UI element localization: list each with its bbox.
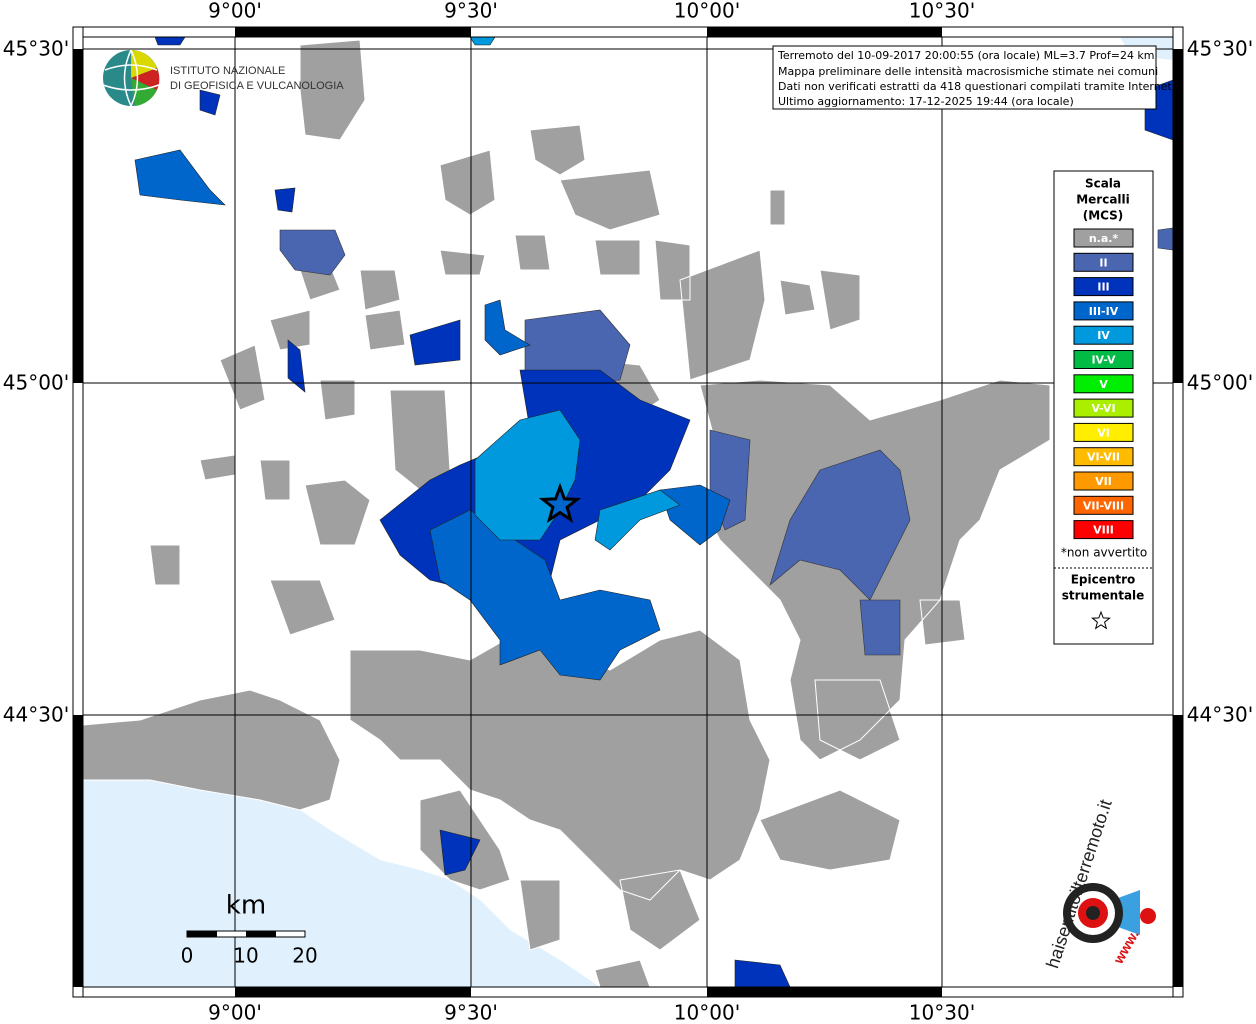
brand-question [1140, 908, 1156, 924]
legend-swatch [1073, 471, 1134, 491]
legend-title-line: (MCS) [1083, 209, 1124, 223]
comuni-intensity-2 [279, 227, 1174, 656]
legend-label: VI [1097, 426, 1110, 439]
legend-label: III-IV [1089, 305, 1119, 318]
legend-star [1091, 610, 1111, 630]
info-line: Dati non verificati estratti da 418 ques… [778, 80, 1175, 93]
scale-label: 0 [181, 944, 194, 968]
lon-label: 10°30' [909, 1001, 975, 1024]
frame-segment [1173, 715, 1183, 987]
logo-meridians [102, 49, 160, 107]
legend-label: IV-V [1091, 354, 1116, 367]
legend-swatch [1073, 374, 1134, 394]
info-line: Mappa preliminare delle intensità macros… [778, 65, 1158, 78]
legend-swatch [1073, 325, 1134, 345]
frame-segment [73, 715, 83, 987]
frame-segment [235, 27, 471, 37]
lon-label: 9°30' [444, 1001, 498, 1024]
frame-segment [1173, 49, 1183, 383]
legend-label: n.a.* [1089, 232, 1119, 245]
legend: Scala Mercalli (MCS) *non avvertito Epic… [1053, 170, 1154, 645]
info-line: Terremoto del 10-09-2017 20:00:55 (ora l… [777, 49, 1155, 62]
legend-swatch [1073, 422, 1134, 442]
comuni-intensity-3-4 [134, 149, 731, 681]
lat-label: 45°00' [3, 371, 69, 395]
legend-swatch [1073, 228, 1134, 248]
legend-label: II [1099, 256, 1107, 269]
info-box: Terremoto del 10-09-2017 20:00:55 (ora l… [772, 45, 1175, 110]
legend-label: V [1099, 378, 1108, 391]
legend-label: VII [1095, 475, 1112, 488]
logo-segment [131, 68, 160, 90]
graticule [83, 37, 1173, 987]
info-line: Ultimo aggiornamento: 17-12-2025 19:44 (… [778, 95, 1074, 108]
map-frame [72, 26, 1184, 998]
lon-label: 9°00' [208, 0, 262, 23]
legend-label: VI-VII [1087, 451, 1120, 464]
legend-swatch [1073, 495, 1134, 515]
scale-segment [187, 931, 217, 937]
legend-title-line: Mercalli [1076, 193, 1130, 207]
ingv-logo: ISTITUTO NAZIONALE DI GEOFISICA E VULCAN… [102, 49, 344, 107]
legend-label: IV [1097, 329, 1110, 342]
legend-note: *non avvertito [1061, 546, 1147, 560]
frame-inner [82, 36, 1174, 988]
brand-ring [1086, 906, 1100, 920]
info-frame [772, 45, 1157, 110]
legend-label: VIII [1093, 524, 1114, 537]
lon-label: 10°30' [909, 0, 975, 23]
brand-speaker [1118, 890, 1140, 935]
frame-segment [235, 987, 471, 997]
lat-label: 44°30' [1187, 703, 1253, 727]
legend-label: V-VI [1091, 402, 1115, 415]
institute-line: DI GEOFISICA E VULCANOLOGIA [170, 80, 344, 92]
scale-label: 10 [233, 944, 258, 968]
frame-segment [73, 49, 83, 383]
legend-swatch [1073, 398, 1134, 418]
legend-swatch [1073, 350, 1134, 369]
legend-swatch [1073, 252, 1134, 272]
legend-epicenter: Epicentro [1071, 573, 1136, 587]
legend-label: VII-VIII [1083, 499, 1124, 512]
legend-swatch [1073, 520, 1134, 540]
lat-label: 45°30' [3, 37, 69, 61]
institute-line: ISTITUTO NAZIONALE [170, 65, 285, 77]
legend-epicenter: strumentale [1062, 589, 1145, 603]
legend-title: Scala Mercalli (MCS) [1076, 177, 1130, 223]
lon-label: 10°00' [674, 0, 740, 23]
legend-swatch [1073, 447, 1134, 467]
scale-unit: km [226, 891, 266, 921]
legend-swatch [1073, 277, 1134, 297]
scale-label: 20 [292, 944, 317, 968]
lon-label: 9°00' [208, 1001, 262, 1024]
lat-label: 44°30' [3, 703, 69, 727]
lon-label: 9°30' [444, 0, 498, 23]
legend-swatch [1073, 301, 1134, 321]
legend-label: III [1097, 281, 1109, 294]
frame-segment [707, 27, 942, 37]
lat-label: 45°00' [1187, 371, 1253, 395]
lat-label: 45°30' [1187, 37, 1253, 61]
coordinate-labels: 9°00' 9°30' 10°00' 10°30' 9°00' 9°30' 10… [3, 0, 1253, 1024]
scale-segment [246, 931, 276, 937]
legend-title-line: Scala [1085, 177, 1121, 191]
epicenter-star [538, 482, 582, 524]
lon-label: 10°00' [674, 1001, 740, 1024]
scale-bar: km 0 10 20 [181, 891, 318, 968]
frame-segment [707, 987, 942, 997]
